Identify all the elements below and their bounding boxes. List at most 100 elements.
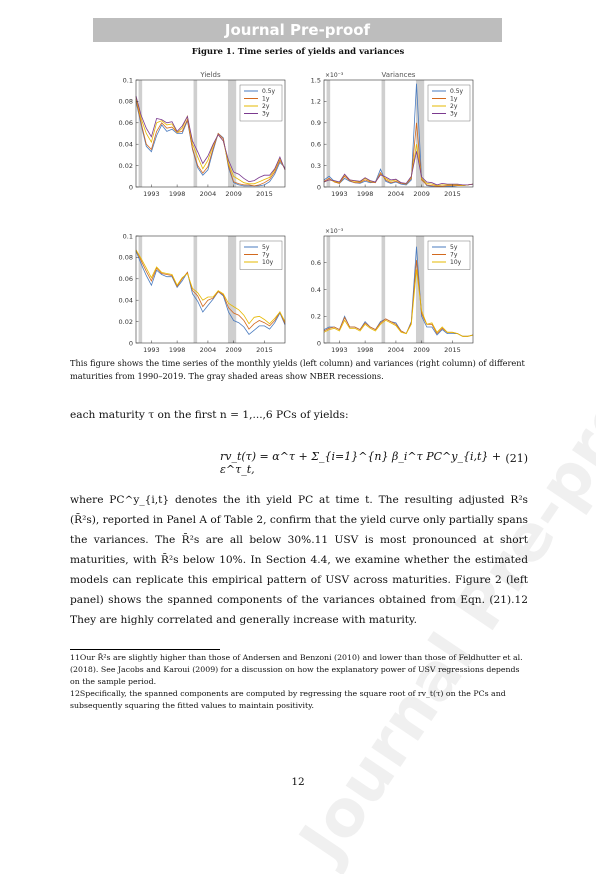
y-tick-label: 0.1	[123, 76, 133, 84]
y-tick-label: 0.06	[119, 119, 133, 127]
y-tick-label: 0.02	[119, 162, 133, 170]
legend-label: 2y	[450, 103, 458, 110]
y-tick-label: 0.3	[311, 162, 321, 170]
series-line-3y	[135, 95, 286, 183]
series-line-0.5y	[135, 101, 286, 187]
y-tick-label: 0.06	[119, 275, 133, 283]
y-tick-label: 0.04	[119, 141, 133, 149]
series-line-7y	[135, 249, 286, 330]
recession-band	[415, 80, 425, 187]
series-line-10y	[323, 269, 474, 337]
axis-exponent: ×10⁻³	[325, 228, 344, 235]
legend-label: 7y	[262, 252, 270, 259]
y-tick-label: 1.5	[311, 76, 321, 84]
x-tick-label: 2004	[388, 190, 405, 198]
x-tick-label: 2015	[444, 346, 461, 354]
recession-band	[381, 80, 386, 187]
recession-band	[138, 236, 143, 343]
legend-label: 3y	[262, 111, 270, 118]
series-line-2y	[135, 97, 286, 185]
page-number: 12	[291, 776, 305, 788]
x-tick-label: 1998	[169, 346, 186, 354]
equation-21: rv_t(τ) = α^τ + Σ_{i=1}^{n} β_i^τ PC^y_{…	[70, 446, 528, 486]
chart-title: Yields	[199, 71, 221, 79]
legend-label: 2y	[262, 103, 270, 110]
x-tick-label: 1998	[357, 346, 374, 354]
recession-band	[326, 236, 331, 343]
series-line-5y	[135, 250, 286, 335]
y-tick-label: 0	[129, 183, 133, 191]
x-tick-label: 2009	[413, 346, 430, 354]
y-tick-label: 1.2	[311, 98, 321, 106]
x-tick-label: 2015	[256, 190, 273, 198]
y-tick-label: 0.6	[311, 141, 321, 149]
figure-caption: This figure shows the time series of the…	[70, 358, 525, 381]
y-tick-label: 0.6	[311, 259, 321, 267]
footnote-11: 11Our R̄²s are slightly higher than thos…	[70, 653, 523, 686]
x-tick-label: 2004	[200, 190, 217, 198]
y-tick-label: 0.02	[119, 318, 133, 326]
x-tick-label: 1993	[143, 346, 160, 354]
legend-label: 5y	[450, 244, 458, 251]
legend-label: 10y	[450, 259, 462, 266]
equation-number: (21)	[505, 452, 528, 465]
recession-band	[415, 236, 425, 343]
variances-long-chart: 0 0.2 0.4 0.6 1993 1998 2004 2009 2015 ×10⁻³ 5y7y1…	[311, 228, 474, 354]
yields-long-chart: 0 0.02 0.04 0.06 0.08 0.1 1993 1998 2004 2009 2015…	[119, 232, 286, 354]
legend-label: 1y	[450, 96, 458, 103]
series-line-0.5y	[323, 83, 474, 187]
axes-frame	[323, 79, 474, 188]
equation-formula: rv_t(τ) = α^τ + Σ_{i=1}^{n} β_i^τ PC^y_{…	[220, 450, 502, 476]
series-line-1y	[323, 122, 474, 187]
series-line-1y	[135, 99, 286, 187]
x-tick-label: 2009	[225, 190, 242, 198]
legend-box	[427, 240, 471, 270]
recession-band	[193, 236, 198, 343]
x-tick-label: 2004	[388, 346, 405, 354]
y-tick-label: 0.08	[119, 98, 133, 106]
x-tick-label: 1998	[357, 190, 374, 198]
y-tick-label: 0.9	[311, 119, 321, 127]
x-tick-label: 2004	[200, 346, 217, 354]
y-tick-label: 0.08	[119, 254, 133, 262]
legend-label: 3y	[450, 111, 458, 118]
x-tick-label: 2015	[444, 190, 461, 198]
y-tick-label: 0.1	[123, 232, 133, 240]
recession-band	[138, 80, 143, 187]
yields-short-chart: 0 0.02 0.04 0.06 0.08 0.1 1993 1998 2004 2009 2015…	[119, 71, 286, 198]
recession-band	[193, 80, 198, 187]
x-tick-label: 2009	[413, 190, 430, 198]
legend-label: 7y	[450, 252, 458, 259]
x-tick-label: 1998	[169, 190, 186, 198]
x-tick-label: 2009	[225, 346, 242, 354]
footnotes: 11Our R̄²s are slightly higher than thos…	[70, 652, 528, 712]
legend-label: 10y	[262, 259, 274, 266]
chart-title: Variances	[382, 71, 416, 79]
variances-short-chart: 0 0.3 0.6 0.9 1.2 1.5 1993 1998 2004 2009 2015 Vari…	[311, 71, 474, 198]
series-line-7y	[323, 260, 474, 337]
legend-label: 0.5y	[262, 88, 276, 95]
y-tick-label: 0.2	[311, 313, 321, 321]
legend-box	[427, 84, 471, 122]
legend-label: 1y	[262, 96, 270, 103]
series-line-10y	[135, 249, 286, 325]
footnote-rule	[70, 649, 220, 650]
paragraph-2: where PC^y_{i,t} denotes the ith yield P…	[70, 494, 528, 626]
journal-preproof-banner: Journal Pre-proof	[93, 18, 502, 42]
y-tick-label: 0.04	[119, 297, 133, 305]
x-tick-label: 2015	[256, 346, 273, 354]
axes-frame	[135, 235, 286, 344]
paragraph-1: each maturity τ on the first n = 1,...,6…	[70, 409, 349, 421]
recession-band	[326, 80, 331, 187]
y-tick-label: 0	[317, 339, 321, 347]
recession-band	[227, 80, 237, 187]
legend-label: 5y	[262, 244, 270, 251]
y-tick-label: 0	[129, 339, 133, 347]
axes-frame	[135, 79, 286, 188]
x-tick-label: 1993	[143, 190, 160, 198]
recession-band	[227, 236, 237, 343]
recession-band	[381, 236, 386, 343]
y-tick-label: 0	[317, 183, 321, 191]
figure-title: Figure 1. Time series of yields and vari…	[191, 47, 405, 57]
y-tick-label: 0.4	[311, 286, 321, 294]
